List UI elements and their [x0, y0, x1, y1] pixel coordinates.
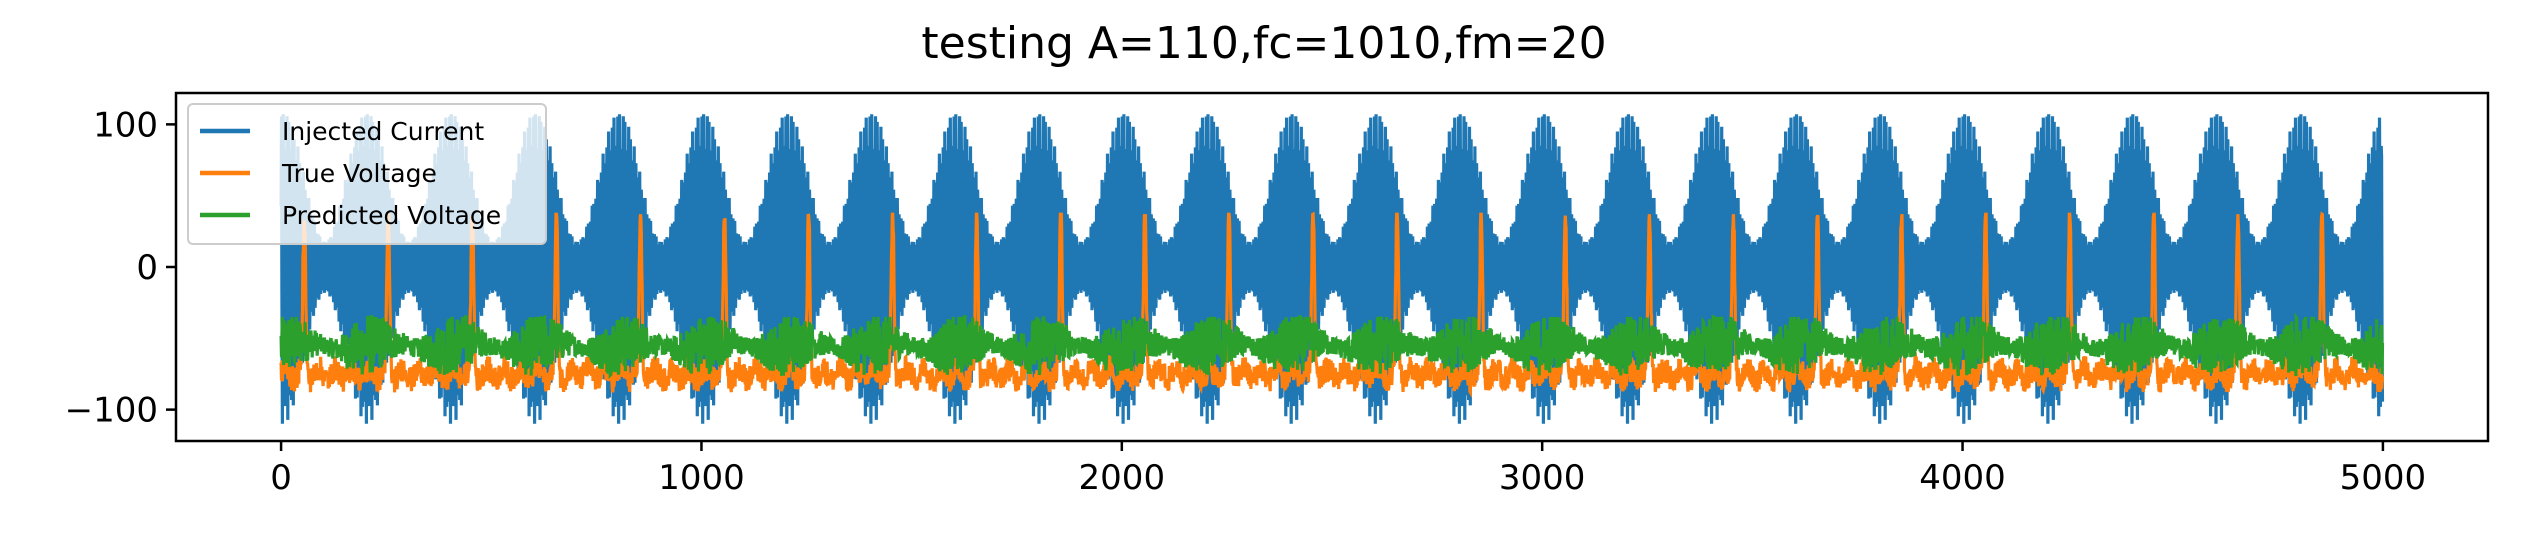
legend-box: [187, 103, 547, 245]
y-tick-label: 100: [93, 105, 158, 145]
legend-label: True Voltage: [281, 159, 437, 188]
series-predicted-voltage-line: [279, 311, 2385, 380]
legend-label: Predicted Voltage: [282, 201, 501, 230]
x-tick-label: 0: [270, 458, 292, 498]
y-tick-label: −100: [65, 391, 158, 431]
x-tick-label: 4000: [1919, 458, 2006, 498]
legend: Injected Current True Voltage Predicted Vo…: [187, 103, 547, 245]
x-tick-label: 3000: [1499, 458, 1586, 498]
x-tick-label: 5000: [2340, 458, 2427, 498]
chart-title: testing A=110,fc=1010,fm=20: [921, 18, 1607, 69]
series-true-voltage-line: [279, 211, 2385, 398]
x-tick-label: 1000: [658, 458, 745, 498]
y-tick-label: 0: [136, 248, 158, 288]
series-layer: [279, 114, 2385, 424]
x-tick-label: 2000: [1079, 458, 1166, 498]
legend-label: Injected Current: [282, 117, 484, 146]
